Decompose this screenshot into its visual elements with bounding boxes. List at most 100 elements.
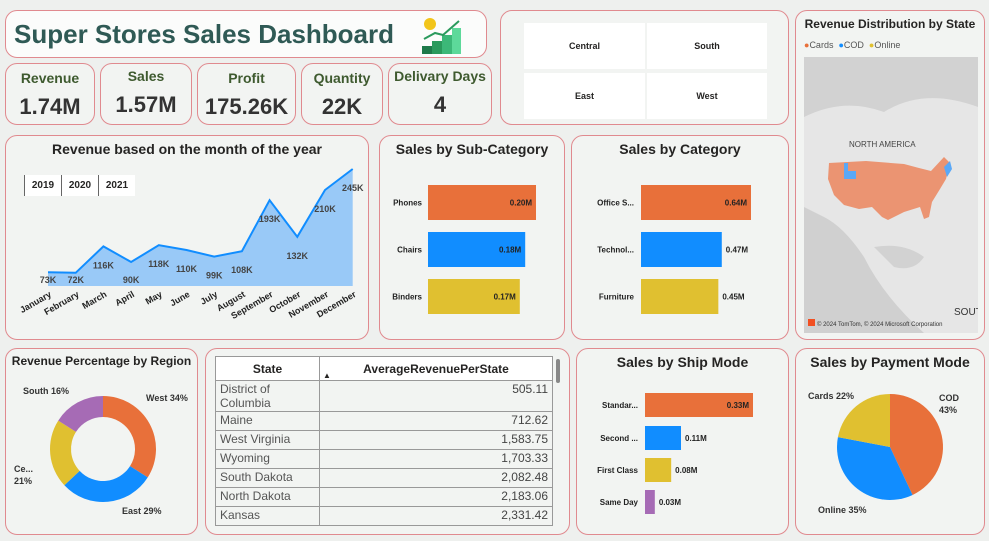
growth-chart-coin-icon (422, 18, 461, 54)
sort-ascending-icon: ▲ (323, 371, 331, 380)
title-card: Super Stores Sales Dashboard (5, 10, 487, 58)
column-header-state[interactable]: State (215, 356, 320, 381)
kpi-value: 4 (433, 92, 447, 117)
bar-same-day (645, 490, 655, 514)
chart-title: Sales by Sub-Category (395, 141, 549, 157)
category-label: Phones (393, 199, 422, 208)
slice-label: 21% (14, 476, 32, 486)
map-edge-label: SOUT (954, 307, 978, 318)
slice-cod (890, 394, 943, 495)
legend-cod: ●COD (838, 40, 864, 50)
x-tick-label: April (113, 289, 136, 308)
data-label: 108K (231, 265, 253, 275)
data-label: 110K (176, 264, 198, 274)
area-line (47, 168, 354, 274)
table-row[interactable]: Wyoming 1,703.33 (215, 449, 553, 469)
x-tick-label: March (80, 289, 108, 311)
cell-state: West Virginia (215, 430, 320, 450)
category-label: Chairs (397, 246, 422, 255)
data-label: 99K (206, 271, 223, 281)
table-row[interactable]: Maine 712.62 (215, 411, 553, 431)
category-label: Standar... (602, 401, 638, 410)
map-card: Revenue Distribution by State ●Cards ●CO… (795, 10, 985, 340)
state-table-card: State AverageRevenuePerState ▲ District o… (205, 348, 570, 535)
subcategory-bar-chart: Phones 0.20M Chairs 0.18M Binders 0.17M (392, 185, 536, 314)
year-2021[interactable]: 2021 (98, 175, 135, 196)
chart-title: Revenue Percentage by Region (11, 354, 192, 368)
year-2020[interactable]: 2020 (61, 175, 98, 196)
x-tick-label: June (168, 289, 191, 308)
data-label: 132K (287, 251, 309, 261)
chart-title: Sales by Category (619, 141, 741, 157)
data-label: 0.11M (685, 434, 707, 443)
ship-mode-card: Sales by Ship Mode Standar... 0.33M Second… (576, 348, 789, 535)
slice-south (58, 396, 103, 432)
year-slicer: 2019 2020 2021 (24, 175, 135, 196)
slice-online (837, 437, 913, 500)
region-donut-chart: West 34% East 29% Ce... 21% South 16% (14, 386, 188, 516)
table-row[interactable]: West Virginia 1,583.75 (215, 430, 553, 450)
kpi-value: 22K (321, 94, 363, 119)
category-label: Office S... (597, 199, 634, 208)
table-row[interactable]: North Dakota 2,183.06 (215, 487, 553, 507)
area-fill (48, 169, 353, 286)
data-label: 90K (123, 275, 140, 285)
kpi-profit: Profit 175.26K (197, 63, 296, 125)
table-row[interactable]: District of Columbia 505.11 (215, 380, 553, 412)
kpi-delivery-days: Delivary Days 4 (388, 63, 492, 125)
bar-technol- (641, 232, 722, 267)
map-title: Revenue Distribution by State (804, 17, 976, 31)
cell-avg-revenue: 2,082.48 (319, 468, 553, 488)
x-tick-label: May (144, 289, 164, 306)
bar-first-class (645, 458, 672, 482)
category-label: First Class (597, 466, 638, 475)
kpi-label: Sales (127, 68, 165, 84)
us-states-cards[interactable] (828, 157, 950, 220)
table-row[interactable]: Kansas 2,331.42 (215, 506, 553, 526)
state-map[interactable]: NORTH AMERICA © 2024 TomTom, © 2024 Micr… (804, 57, 978, 333)
slicer-east[interactable]: East (524, 73, 645, 119)
slice-label: East 29% (122, 506, 162, 516)
bar-office-s- (641, 185, 751, 220)
data-label: 72K (67, 275, 84, 285)
kpi-value: 1.57M (115, 92, 177, 117)
slice-label: Cards 22% (808, 391, 854, 401)
slicer-west[interactable]: West (647, 73, 767, 119)
kpi-quantity: Quantity 22K (301, 63, 383, 125)
legend-cards: ●Cards (804, 40, 834, 50)
map-legend: ●Cards ●COD ●Online (804, 40, 900, 50)
data-label: 0.08M (675, 466, 698, 475)
chart-title: Sales by Payment Mode (810, 354, 970, 370)
payment-pie-chart: COD 43% Online 35% Cards 22% (808, 391, 960, 515)
data-label: 0.45M (722, 293, 745, 302)
slicer-central[interactable]: Central (524, 23, 645, 69)
data-label: 0.17M (494, 293, 517, 302)
us-state-cod-maine[interactable] (944, 161, 952, 177)
year-2019[interactable]: 2019 (24, 175, 61, 196)
kpi-label: Profit (228, 70, 265, 86)
monthly-revenue-card: Revenue based on the month of the year 2… (5, 135, 369, 340)
us-state-cod-idaho[interactable] (844, 163, 856, 179)
cell-avg-revenue: 1,703.33 (319, 449, 553, 469)
category-label: Binders (392, 293, 422, 302)
table-row[interactable]: South Dakota 2,082.48 (215, 468, 553, 488)
cell-avg-revenue: 1,583.75 (319, 430, 553, 450)
slice-west (103, 396, 156, 478)
table-scrollbar[interactable] (556, 359, 560, 383)
slicer-south[interactable]: South (647, 23, 767, 69)
monthly-area-chart: 73KJanuary72KFebruary116KMarch90KApril11… (18, 168, 364, 321)
cell-state: Kansas (215, 506, 320, 526)
state-revenue-table: State AverageRevenuePerState ▲ District o… (215, 356, 553, 526)
category-label: Furniture (599, 293, 635, 302)
slice-ce (50, 420, 80, 486)
bar-second- (645, 426, 681, 450)
data-label: 245K (342, 183, 364, 193)
category-card: Sales by Category Office S... 0.64M Techno… (571, 135, 789, 340)
ship-mode-bar-chart: Standar... 0.33M Second ... 0.11M First Clas… (597, 393, 753, 514)
column-header-avg-revenue[interactable]: AverageRevenuePerState ▲ (319, 356, 553, 381)
kpi-value: 1.74M (19, 94, 81, 119)
slice-label: Online 35% (818, 505, 867, 515)
slice-cards (837, 394, 890, 447)
data-label: 0.47M (726, 246, 749, 255)
category-bar-chart: Office S... 0.64M Technol... 0.47M Furniture… (597, 185, 751, 314)
